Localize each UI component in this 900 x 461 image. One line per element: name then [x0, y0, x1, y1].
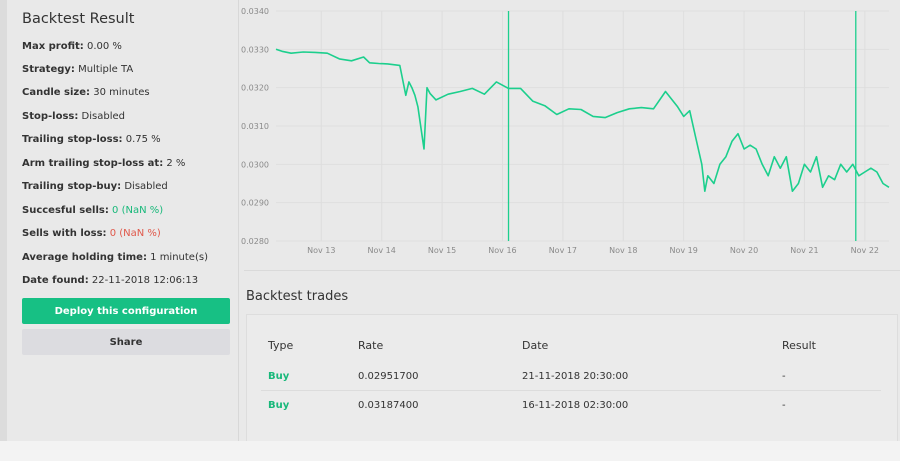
trade-date: 16-11-2018 02:30:00	[522, 400, 629, 411]
x-tick-label: Nov 13	[307, 246, 335, 255]
x-tick-label: Nov 18	[609, 246, 637, 255]
stat-value: 0.00 %	[83, 41, 122, 52]
trade-date: 21-11-2018 20:30:00	[522, 371, 629, 382]
y-tick-label: 0.0280	[241, 237, 269, 246]
stat-value: 22-11-2018 12:06:13	[88, 275, 199, 286]
stat-trailing-stop-loss: Trailing stop-loss: 0.75 %	[22, 134, 161, 145]
stat-label: Arm trailing stop-loss at:	[22, 158, 164, 169]
x-tick-label: Nov 20	[730, 246, 758, 255]
stat-value: Disabled	[78, 111, 125, 122]
backtest-result-panel: Backtest Result Max profit: 0.00 % Strat…	[7, 0, 238, 441]
stat-label: Average holding time:	[22, 252, 147, 263]
column-header-result: Result	[782, 339, 816, 352]
stat-value: 0 (NaN %)	[108, 205, 164, 216]
stat-value: 2 %	[163, 158, 186, 169]
stat-stop-loss: Stop-loss: Disabled	[22, 111, 125, 122]
stat-value: 0.75 %	[122, 134, 161, 145]
y-tick-label: 0.0320	[241, 84, 269, 93]
bottom-strip	[0, 441, 900, 461]
x-tick-label: Nov 15	[428, 246, 456, 255]
y-tick-label: 0.0340	[241, 7, 269, 16]
stat-arm-trailing-stop-loss: Arm trailing stop-loss at: 2 %	[22, 158, 185, 169]
share-button[interactable]: Share	[22, 329, 230, 355]
stat-candle-size: Candle size: 30 minutes	[22, 87, 150, 98]
stat-label: Date found:	[22, 275, 89, 286]
stat-label: Stop-loss:	[22, 111, 79, 122]
chart-trade-markers	[507, 11, 857, 241]
y-tick-label: 0.0290	[241, 199, 269, 208]
section-divider	[244, 270, 900, 271]
backtest-trades-table: Type Rate Date Result Buy 0.02951700 21-…	[246, 314, 898, 441]
stat-label: Sells with loss:	[22, 228, 107, 239]
stat-value: 0 (NaN %)	[106, 228, 161, 239]
stat-strategy: Strategy: Multiple TA	[22, 64, 133, 75]
stat-label: Trailing stop-buy:	[22, 181, 122, 192]
stat-label: Strategy:	[22, 64, 75, 75]
price-chart: 0.0340 0.0330 0.0320 0.0310 0.0300 0.0290 0.02…	[239, 0, 900, 262]
column-header-date: Date	[522, 339, 549, 352]
stat-sells-with-loss: Sells with loss: 0 (NaN %)	[22, 228, 161, 239]
backtest-trades-title: Backtest trades	[246, 289, 349, 304]
trade-result: -	[782, 400, 786, 411]
panel-divider	[238, 0, 239, 441]
stat-value: Disabled	[121, 181, 168, 192]
stat-value: 1 minute(s)	[146, 252, 208, 263]
y-tick-label: 0.0330	[241, 45, 269, 54]
deploy-configuration-button[interactable]: Deploy this configuration	[22, 298, 230, 324]
stat-average-holding-time: Average holding time: 1 minute(s)	[22, 252, 208, 263]
stat-value: 30 minutes	[90, 87, 150, 98]
trade-type: Buy	[268, 400, 290, 411]
x-tick-label: Nov 16	[488, 246, 516, 255]
y-tick-label: 0.0300	[241, 160, 269, 169]
y-tick-label: 0.0310	[241, 122, 269, 131]
backtest-result-title: Backtest Result	[22, 11, 135, 27]
stat-label: Trailing stop-loss:	[22, 134, 123, 145]
stat-label: Max profit:	[22, 41, 84, 52]
stat-value: Multiple TA	[74, 64, 134, 75]
chart-grid	[276, 10, 889, 242]
stat-date-found: Date found: 22-11-2018 12:06:13	[22, 275, 198, 286]
stat-label: Succesful sells:	[22, 205, 109, 216]
x-tick-label: Nov 19	[669, 246, 697, 255]
stat-max-profit: Max profit: 0.00 %	[22, 41, 122, 52]
stat-label: Candle size:	[22, 87, 91, 98]
trade-type: Buy	[268, 371, 290, 382]
chart-series	[275, 48, 890, 192]
chart-y-axis: 0.0340 0.0330 0.0320 0.0310 0.0300 0.0290 0.02…	[241, 7, 269, 246]
trade-result: -	[782, 371, 786, 382]
trade-rate: 0.02951700	[358, 371, 419, 382]
stat-succesful-sells: Succesful sells: 0 (NaN %)	[22, 205, 163, 216]
column-header-rate: Rate	[358, 339, 384, 352]
stat-trailing-stop-buy: Trailing stop-buy: Disabled	[22, 181, 168, 192]
window-left-edge	[0, 0, 7, 441]
column-header-type: Type	[268, 339, 294, 352]
trade-rate: 0.03187400	[358, 400, 419, 411]
chart-x-axis: Nov 13 Nov 14 Nov 15 Nov 16 Nov 17 Nov 18 Nov …	[307, 246, 879, 255]
x-tick-label: Nov 21	[790, 246, 818, 255]
price-line	[275, 48, 890, 192]
price-chart-svg: 0.0340 0.0330 0.0320 0.0310 0.0300 0.0290 0.02…	[241, 7, 890, 255]
x-tick-label: Nov 17	[549, 246, 577, 255]
row-divider	[261, 390, 881, 391]
x-tick-label: Nov 14	[368, 246, 396, 255]
x-tick-label: Nov 22	[851, 246, 879, 255]
